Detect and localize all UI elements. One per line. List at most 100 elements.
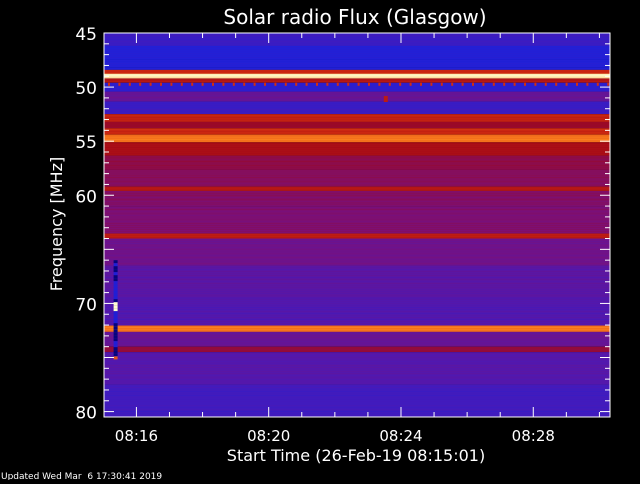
texture-line — [104, 385, 610, 386]
heatmap-plot — [104, 33, 610, 417]
texture-line — [104, 409, 610, 410]
interference-dot — [378, 82, 381, 86]
texture-line — [104, 113, 610, 114]
burst-pixel — [113, 338, 118, 342]
interference-dot — [472, 82, 474, 86]
texture-line — [104, 285, 610, 286]
burst-pixel — [113, 272, 118, 276]
texture-line — [104, 111, 610, 112]
texture-line — [104, 273, 610, 274]
texture-line — [104, 63, 610, 64]
texture-line — [104, 253, 610, 254]
texture-line — [104, 353, 610, 354]
burst-pixel — [113, 320, 118, 324]
texture-line — [104, 127, 610, 128]
texture-line — [104, 73, 610, 74]
texture-line — [104, 135, 610, 136]
texture-line — [104, 213, 610, 214]
texture-line — [104, 299, 610, 300]
texture-line — [104, 231, 610, 232]
heatmap-band-4 — [104, 78, 610, 83]
texture-line — [104, 143, 610, 144]
texture-line — [104, 57, 610, 58]
texture-line — [104, 117, 610, 118]
texture-line — [104, 237, 610, 238]
interference-dot — [555, 82, 558, 86]
texture-line — [104, 369, 610, 370]
burst-pixel — [113, 290, 118, 294]
texture-line — [104, 71, 610, 72]
texture-line — [104, 79, 610, 80]
texture-line — [104, 381, 610, 382]
texture-line — [104, 399, 610, 400]
texture-line — [104, 89, 610, 90]
texture-line — [104, 171, 610, 172]
interference-dot — [513, 82, 516, 86]
burst-pixel — [113, 350, 118, 354]
interference-dot — [128, 82, 131, 86]
interference-dot — [534, 82, 537, 86]
texture-line — [104, 397, 610, 398]
interference-dot — [503, 82, 506, 86]
interference-dot — [160, 82, 162, 86]
y-tick-label: 60 — [75, 187, 97, 207]
texture-line — [104, 41, 610, 42]
texture-line — [104, 331, 610, 332]
interference-dot — [170, 82, 173, 86]
texture-line — [104, 85, 610, 86]
burst-pixel — [113, 263, 118, 267]
texture-line — [104, 103, 610, 104]
texture-line — [104, 293, 610, 294]
interference-dot — [492, 82, 495, 86]
burst-pixel — [113, 305, 118, 309]
texture-line — [104, 155, 610, 156]
texture-line — [104, 207, 610, 208]
texture-line — [104, 75, 610, 76]
burst-pixel — [113, 314, 118, 318]
texture-line — [104, 303, 610, 304]
texture-line — [104, 77, 610, 78]
texture-line — [104, 373, 610, 374]
texture-line — [104, 241, 610, 242]
texture-line — [104, 383, 610, 384]
texture-line — [104, 223, 610, 224]
texture-line — [104, 161, 610, 162]
texture-line — [104, 317, 610, 318]
texture-line — [104, 177, 610, 178]
texture-line — [104, 343, 610, 344]
interference-dot — [191, 82, 194, 86]
texture-line — [104, 251, 610, 252]
texture-line — [104, 205, 610, 206]
interference-dot — [118, 82, 121, 86]
texture-line — [104, 335, 610, 336]
x-tick-label: 08:16 — [115, 427, 158, 445]
texture-line — [104, 55, 610, 56]
burst-pixel — [113, 308, 118, 312]
interference-dot — [108, 82, 110, 86]
texture-line — [104, 275, 610, 276]
interference-dot — [295, 82, 298, 86]
burst-pixel — [113, 326, 118, 330]
texture-line — [104, 215, 610, 216]
interference-dot — [305, 82, 308, 86]
heatmap-band-15 — [104, 186, 610, 191]
interference-dot — [565, 82, 568, 86]
texture-line — [104, 137, 610, 138]
texture-line — [104, 141, 610, 142]
texture-line — [104, 307, 610, 308]
texture-line — [104, 367, 610, 368]
y-axis-label: Frequency [MHz] — [47, 157, 66, 291]
y-tick-label: 55 — [75, 133, 97, 153]
burst-pixel — [113, 275, 118, 279]
burst-pixel — [113, 293, 118, 297]
texture-line — [104, 305, 610, 306]
x-tick-label: 08:20 — [247, 427, 290, 445]
texture-line — [104, 365, 610, 366]
texture-line — [104, 311, 610, 312]
texture-line — [104, 167, 610, 168]
texture-line — [104, 243, 610, 244]
texture-line — [104, 259, 610, 260]
interference-dot — [576, 82, 578, 86]
burst-pixel — [113, 299, 118, 303]
texture-line — [104, 411, 610, 412]
